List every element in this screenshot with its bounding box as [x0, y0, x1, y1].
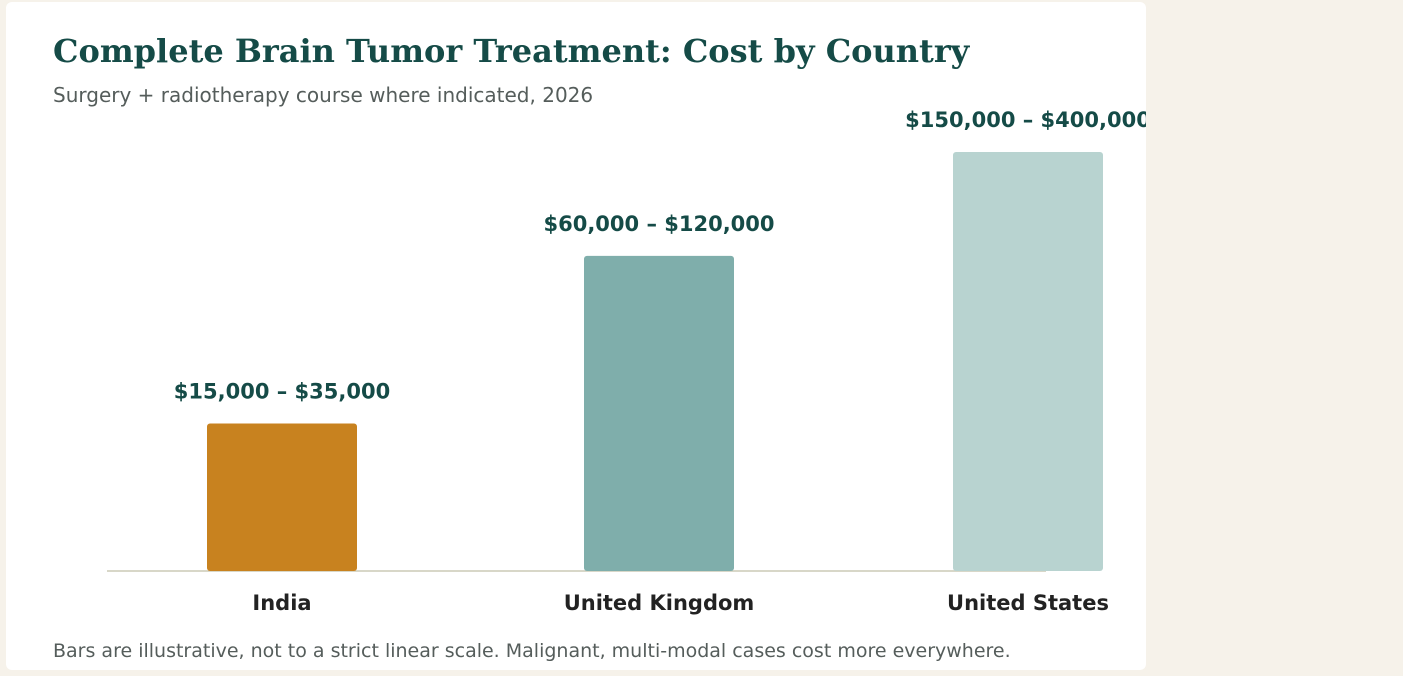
value-label-united-states: $150,000 – $400,000: [905, 108, 1146, 132]
category-label-united-kingdom: United Kingdom: [564, 591, 755, 615]
chart-footnote: Bars are illustrative, not to a strict l…: [53, 640, 1011, 662]
bar-united-states: [953, 152, 1103, 571]
chart-card: Complete Brain Tumor Treatment: Cost by …: [6, 2, 1146, 670]
chart-title: Complete Brain Tumor Treatment: Cost by …: [53, 32, 970, 70]
value-label-india: $15,000 – $35,000: [174, 380, 390, 404]
chart-subtitle: Surgery + radiotherapy course where indi…: [53, 83, 594, 107]
bar-india: [207, 423, 357, 571]
bar-chart: $15,000 – $35,000 India $60,000 – $120,000…: [107, 108, 1146, 615]
category-label-india: India: [252, 591, 311, 615]
value-label-united-kingdom: $60,000 – $120,000: [543, 212, 774, 236]
bar-united-kingdom: [584, 255, 734, 572]
category-label-united-states: United States: [947, 591, 1109, 615]
